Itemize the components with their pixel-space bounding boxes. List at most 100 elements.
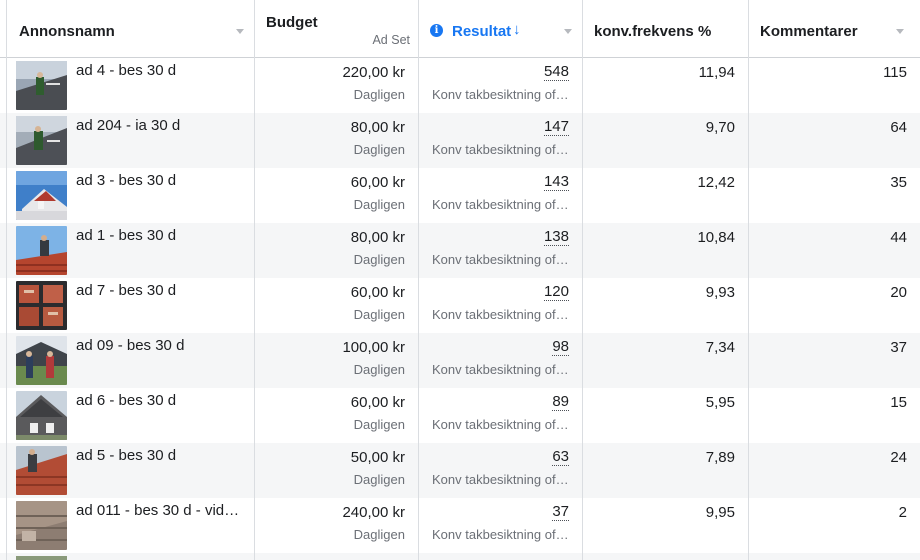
result-value[interactable]: 120	[543, 283, 569, 301]
budget-cell[interactable]: 240,00 kr Dagligen	[255, 498, 419, 553]
column-header-budget[interactable]: Budget Ad Set	[255, 0, 419, 58]
budget-cell[interactable]	[255, 553, 419, 560]
table-row[interactable]: ad 7 - bes 30 d 60,00 kr Dagligen 120 Ko…	[0, 278, 920, 333]
table-row[interactable]: ad 204 - ia 30 d 80,00 kr Dagligen 147 K…	[0, 113, 920, 168]
result-value[interactable]: 138	[543, 228, 569, 246]
result-cell[interactable]: 37 Konv takbesiktning of…	[419, 498, 583, 553]
result-cell[interactable]: 120 Konv takbesiktning of…	[419, 278, 583, 333]
budget-type: Dagligen	[353, 472, 405, 487]
budget-cell[interactable]: 80,00 kr Dagligen	[255, 223, 419, 278]
result-cell[interactable]: 138 Konv takbesiktning of…	[419, 223, 583, 278]
table-row[interactable]: ad 011 - bes 30 d - vid… 240,00 kr Dagli…	[0, 498, 920, 553]
conv-freq-value: 9,95	[705, 504, 735, 521]
ad-name-cell[interactable]: ad 204 - ia 30 d	[7, 113, 255, 168]
sort-descending-icon[interactable]: ↓	[513, 21, 521, 38]
budget-value: 80,00 kr	[350, 229, 405, 246]
table-row[interactable]: ad 1 - bes 30 d 80,00 kr Dagligen 138 Ko…	[0, 223, 920, 278]
result-value[interactable]: 98	[552, 338, 569, 356]
column-header-conv-freq[interactable]: konv.frekvens %	[583, 0, 749, 58]
row-select-cell[interactable]	[0, 168, 7, 223]
column-header-name[interactable]: Annonsnamn	[7, 0, 255, 58]
budget-type: Dagligen	[353, 527, 405, 542]
ad-name-cell[interactable]: ad 5 - bes 30 d	[7, 443, 255, 498]
ad-name-cell[interactable]: ad 4 - bes 30 d	[7, 58, 255, 113]
ad-thumbnail[interactable]	[16, 281, 67, 330]
ad-thumbnail[interactable]	[16, 226, 67, 275]
budget-cell[interactable]: 220,00 kr Dagligen	[255, 58, 419, 113]
ad-name[interactable]: ad 7 - bes 30 d	[76, 282, 177, 299]
table-row[interactable]: ad 6 - bes 30 d 60,00 kr Dagligen 89 Kon…	[0, 388, 920, 443]
ad-thumbnail[interactable]	[16, 446, 67, 495]
ad-name-cell[interactable]: ad 7 - bes 30 d	[7, 278, 255, 333]
budget-cell[interactable]: 60,00 kr Dagligen	[255, 388, 419, 443]
budget-cell[interactable]: 100,00 kr Dagligen	[255, 333, 419, 388]
result-type: Konv takbesiktning of…	[432, 87, 569, 102]
ad-thumbnail[interactable]	[16, 171, 67, 220]
result-value[interactable]: 37	[552, 503, 569, 521]
ad-name[interactable]: ad 1 - bes 30 d	[76, 227, 177, 244]
ad-thumbnail[interactable]	[16, 61, 67, 110]
row-select-cell[interactable]	[0, 223, 7, 278]
column-header-result[interactable]: i Resultat ↓	[419, 0, 583, 58]
row-select-cell[interactable]	[0, 498, 7, 553]
column-title-comments: Kommentarer	[760, 23, 858, 40]
result-value[interactable]: 89	[552, 393, 569, 411]
budget-cell[interactable]: 60,00 kr Dagligen	[255, 278, 419, 333]
budget-cell[interactable]: 50,00 kr Dagligen	[255, 443, 419, 498]
result-type: Konv takbesiktning of…	[432, 142, 569, 157]
ad-name[interactable]: ad 011 - bes 30 d - vid…	[76, 502, 240, 519]
row-select-cell[interactable]	[0, 388, 7, 443]
result-cell[interactable]: 98 Konv takbesiktning of…	[419, 333, 583, 388]
ad-name-cell[interactable]: ad 3 - bes 30 d	[7, 168, 255, 223]
budget-cell[interactable]: 80,00 kr Dagligen	[255, 113, 419, 168]
budget-value: 80,00 kr	[350, 119, 405, 136]
ad-name[interactable]: ad 09 - bes 30 d	[76, 337, 185, 354]
row-select-cell[interactable]	[0, 443, 7, 498]
ad-name-cell[interactable]: ad 6 - bes 30 d	[7, 388, 255, 443]
result-type: Konv takbesiktning of…	[432, 527, 569, 542]
row-select-cell[interactable]	[0, 553, 7, 560]
result-cell[interactable]: 143 Konv takbesiktning of…	[419, 168, 583, 223]
result-value[interactable]: 63	[552, 448, 569, 466]
ad-name-cell[interactable]: ad 1 - bes 30 d	[7, 223, 255, 278]
row-select-cell[interactable]	[0, 113, 7, 168]
comments-cell: 15	[749, 388, 920, 443]
info-icon[interactable]: i	[430, 24, 443, 37]
table-row[interactable]	[0, 553, 920, 560]
ad-thumbnail[interactable]	[16, 556, 67, 560]
result-cell[interactable]: 147 Konv takbesiktning of…	[419, 113, 583, 168]
conv-freq-cell: 12,42	[583, 168, 749, 223]
ad-name[interactable]: ad 4 - bes 30 d	[76, 62, 177, 79]
ad-name-cell[interactable]: ad 09 - bes 30 d	[7, 333, 255, 388]
chevron-down-icon[interactable]	[564, 29, 572, 34]
table-row[interactable]: ad 3 - bes 30 d 60,00 kr Dagligen 143 Ko…	[0, 168, 920, 223]
ad-name-cell[interactable]	[7, 553, 255, 560]
result-value[interactable]: 143	[543, 173, 569, 191]
budget-cell[interactable]: 60,00 kr Dagligen	[255, 168, 419, 223]
result-value[interactable]: 548	[543, 63, 569, 81]
conv-freq-value: 9,70	[705, 119, 735, 136]
ad-name[interactable]: ad 3 - bes 30 d	[76, 172, 177, 189]
result-cell[interactable]: 89 Konv takbesiktning of…	[419, 388, 583, 443]
ad-thumbnail[interactable]	[16, 336, 67, 385]
result-cell[interactable]: 548 Konv takbesiktning of…	[419, 58, 583, 113]
row-select-cell[interactable]	[0, 58, 7, 113]
ad-name[interactable]: ad 5 - bes 30 d	[76, 447, 177, 464]
result-cell[interactable]: 63 Konv takbesiktning of…	[419, 443, 583, 498]
table-row[interactable]: ad 5 - bes 30 d 50,00 kr Dagligen 63 Kon…	[0, 443, 920, 498]
ad-name[interactable]: ad 204 - ia 30 d	[76, 117, 181, 134]
chevron-down-icon[interactable]	[896, 29, 904, 34]
column-header-comments[interactable]: Kommentarer	[749, 0, 920, 58]
result-cell[interactable]	[419, 553, 583, 560]
result-value[interactable]: 147	[543, 118, 569, 136]
ad-name-cell[interactable]: ad 011 - bes 30 d - vid…	[7, 498, 255, 553]
chevron-down-icon[interactable]	[236, 29, 244, 34]
row-select-cell[interactable]	[0, 333, 7, 388]
ad-thumbnail[interactable]	[16, 116, 67, 165]
row-select-cell[interactable]	[0, 278, 7, 333]
ad-name[interactable]: ad 6 - bes 30 d	[76, 392, 177, 409]
table-row[interactable]: ad 4 - bes 30 d 220,00 kr Dagligen 548 K…	[0, 58, 920, 113]
ad-thumbnail[interactable]	[16, 501, 67, 550]
table-row[interactable]: ad 09 - bes 30 d 100,00 kr Dagligen 98 K…	[0, 333, 920, 388]
ad-thumbnail[interactable]	[16, 391, 67, 440]
